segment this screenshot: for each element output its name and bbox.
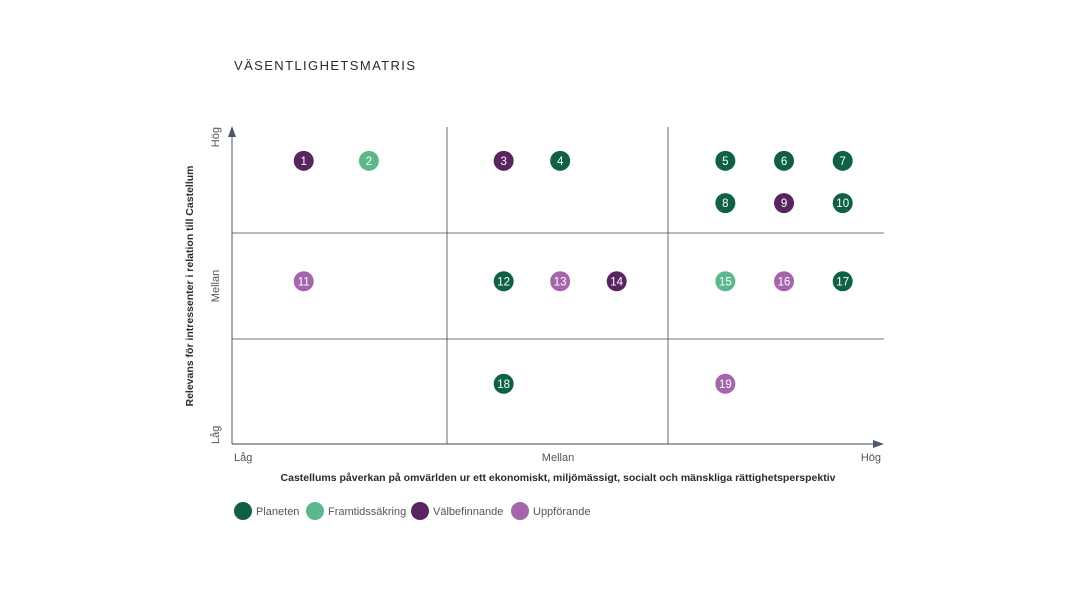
data-point-marker bbox=[606, 271, 627, 292]
legend-item-planeten: Planeten bbox=[234, 502, 299, 520]
legend-swatch bbox=[234, 502, 252, 520]
data-point-marker bbox=[550, 271, 571, 292]
data-point-label: 1 bbox=[301, 156, 307, 168]
data-point-14: 14 bbox=[606, 271, 627, 292]
data-point-marker bbox=[715, 271, 736, 292]
data-point-label: 15 bbox=[719, 276, 732, 288]
legend-swatch bbox=[411, 502, 429, 520]
data-point-marker bbox=[493, 373, 514, 394]
x-axis-arrow-icon bbox=[873, 440, 884, 448]
data-point-11: 11 bbox=[293, 271, 314, 292]
data-point-label: 10 bbox=[836, 198, 849, 210]
legend-item-välbefinnande: Välbefinnande bbox=[411, 502, 503, 520]
data-point-marker bbox=[293, 150, 314, 171]
y-axis-arrow-icon bbox=[228, 126, 236, 137]
data-point-13: 13 bbox=[550, 271, 571, 292]
data-point-marker bbox=[550, 150, 571, 171]
data-point-marker bbox=[774, 193, 795, 214]
legend-label: Välbefinnande bbox=[433, 506, 503, 518]
data-point-15: 15 bbox=[715, 271, 736, 292]
data-point-marker bbox=[715, 373, 736, 394]
data-point-label: 16 bbox=[778, 276, 791, 288]
data-point-marker bbox=[493, 150, 514, 171]
x-tick-label-low: Låg bbox=[234, 452, 252, 464]
data-point-marker bbox=[715, 150, 736, 171]
y-axis-title: Relevans för intressenter i relation til… bbox=[184, 166, 196, 407]
data-point-16: 16 bbox=[774, 271, 795, 292]
data-point-marker bbox=[715, 193, 736, 214]
data-point-marker bbox=[832, 150, 853, 171]
x-axis-title: Castellums påverkan på omvärlden ur ett … bbox=[281, 472, 836, 484]
data-point-label: 11 bbox=[298, 276, 310, 288]
data-point-8: 8 bbox=[715, 193, 736, 214]
data-point-marker bbox=[774, 271, 795, 292]
data-point-label: 13 bbox=[554, 276, 567, 288]
data-point-9: 9 bbox=[774, 193, 795, 214]
data-point-label: 5 bbox=[722, 156, 728, 168]
legend-label: Framtidssäkring bbox=[328, 506, 406, 518]
data-point-12: 12 bbox=[493, 271, 514, 292]
data-point-label: 14 bbox=[610, 276, 623, 288]
data-point-label: 19 bbox=[719, 379, 732, 391]
data-point-17: 17 bbox=[832, 271, 853, 292]
data-point-label: 17 bbox=[836, 276, 849, 288]
data-point-marker bbox=[774, 150, 795, 171]
data-point-2: 2 bbox=[358, 150, 379, 171]
data-point-label: 2 bbox=[366, 156, 372, 168]
data-point-marker bbox=[358, 150, 379, 171]
data-point-19: 19 bbox=[715, 373, 736, 394]
data-point-label: 12 bbox=[497, 276, 510, 288]
data-point-label: 18 bbox=[497, 379, 510, 391]
data-point-marker bbox=[832, 193, 853, 214]
data-point-1: 1 bbox=[293, 150, 314, 171]
y-tick-label-medium: Mellan bbox=[210, 270, 222, 302]
legend-swatch bbox=[511, 502, 529, 520]
data-point-marker bbox=[293, 271, 314, 292]
data-point-18: 18 bbox=[493, 373, 514, 394]
data-point-5: 5 bbox=[715, 150, 736, 171]
data-point-marker bbox=[832, 271, 853, 292]
data-point-marker bbox=[493, 271, 514, 292]
data-point-label: 7 bbox=[840, 156, 846, 168]
data-point-label: 9 bbox=[781, 198, 787, 210]
legend-item-framtidssäkring: Framtidssäkring bbox=[306, 502, 406, 520]
axes bbox=[228, 126, 884, 448]
data-point-label: 6 bbox=[781, 156, 787, 168]
data-point-10: 10 bbox=[832, 193, 853, 214]
y-tick-label-high: Hög bbox=[210, 127, 222, 147]
legend-swatch bbox=[306, 502, 324, 520]
legend-item-uppförande: Uppförande bbox=[511, 502, 591, 520]
legend-label: Planeten bbox=[256, 506, 299, 518]
x-tick-label-medium: Mellan bbox=[542, 452, 574, 464]
data-point-7: 7 bbox=[832, 150, 853, 171]
data-point-3: 3 bbox=[493, 150, 514, 171]
data-point-6: 6 bbox=[774, 150, 795, 171]
legend: Planeten Framtidssäkring Välbefinnande Uppf… bbox=[234, 502, 591, 520]
data-point-label: 3 bbox=[500, 156, 506, 168]
data-point-label: 8 bbox=[722, 198, 728, 210]
data-point-4: 4 bbox=[550, 150, 571, 171]
x-tick-label-high: Hög bbox=[861, 452, 881, 464]
chart-title: VÄSENTLIGHETSMATRIS bbox=[234, 58, 416, 73]
data-point-label: 4 bbox=[557, 156, 564, 168]
legend-label: Uppförande bbox=[533, 506, 591, 518]
y-tick-label-low: Låg bbox=[210, 426, 222, 444]
grid bbox=[232, 127, 884, 444]
